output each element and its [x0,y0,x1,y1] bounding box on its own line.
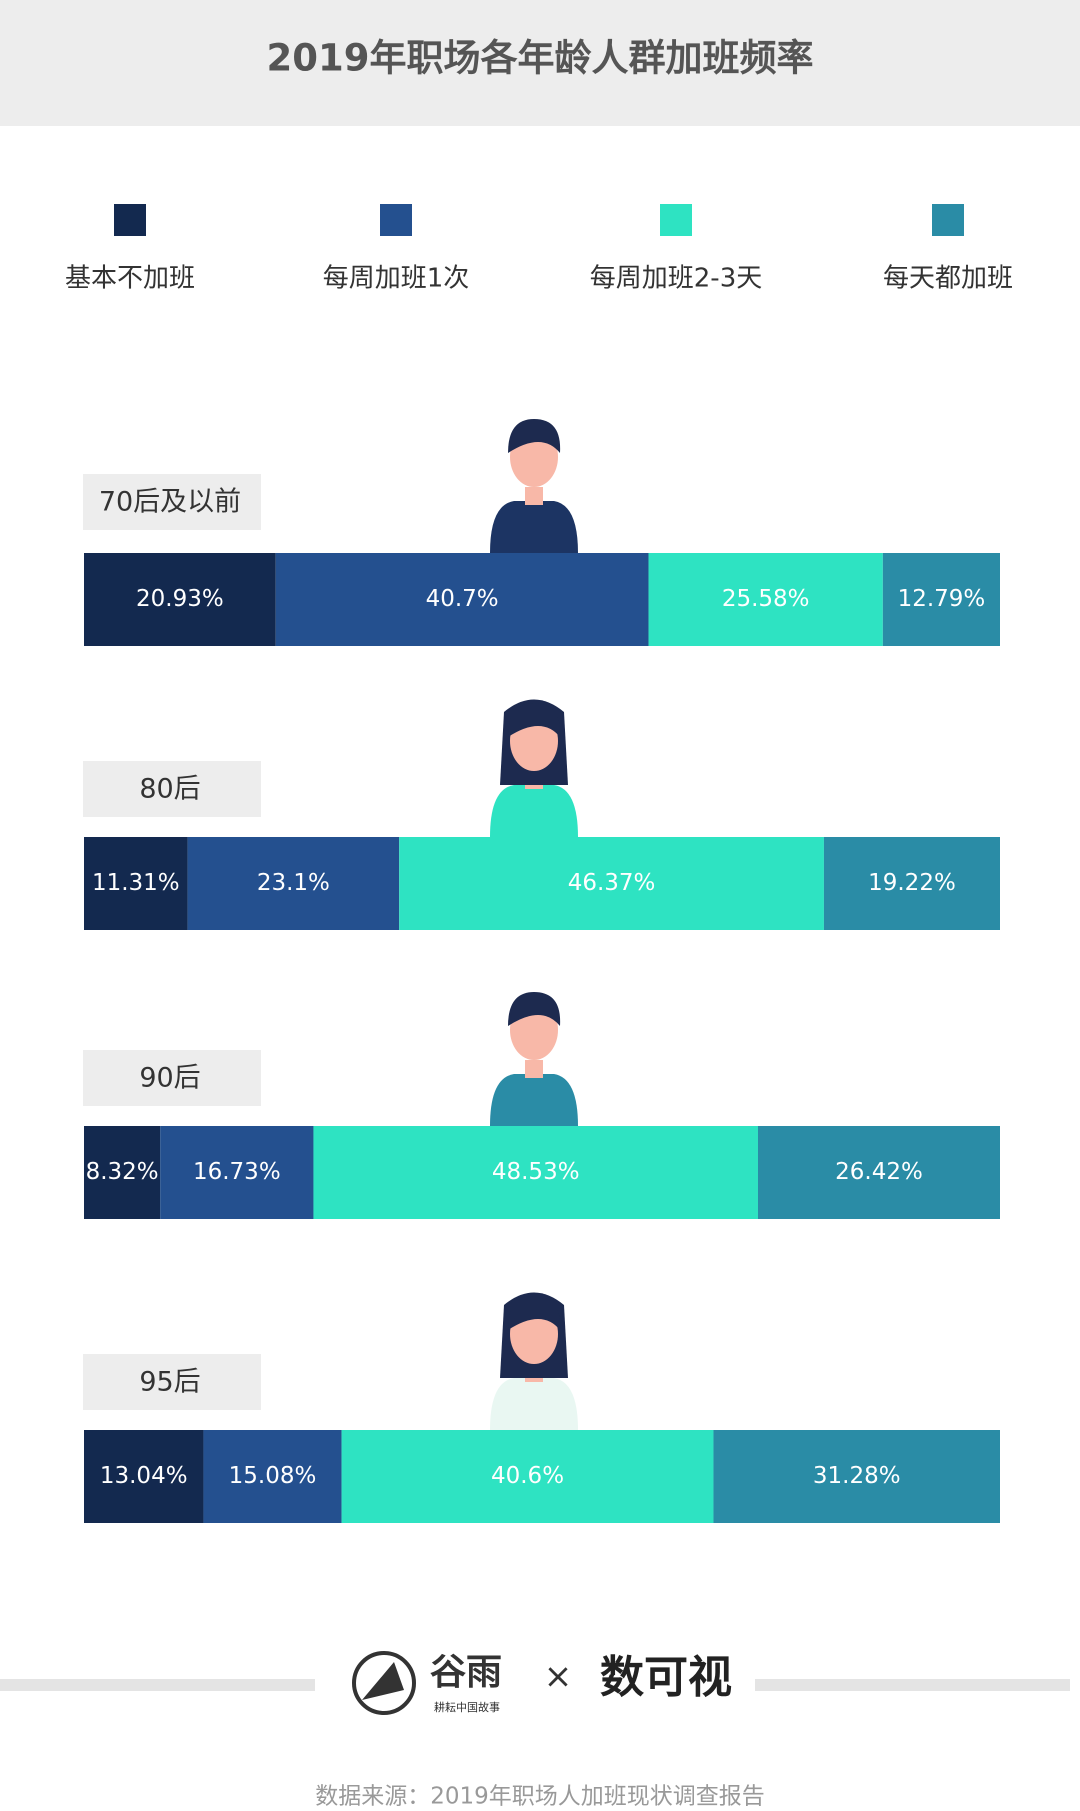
legend-swatch [932,204,964,236]
value-label: 16.73% [193,1159,281,1185]
bar-segment [187,837,400,930]
logo: 谷雨 [430,1652,502,1693]
separator: × [544,1657,573,1697]
legend-swatch [660,204,692,236]
value-label: 11.31% [92,870,180,896]
logo-icon [362,1662,404,1700]
figure-hair [508,419,561,453]
bar-segment [341,1430,714,1523]
bar-segment [713,1430,1000,1523]
category-label: 70后及以前 [99,487,241,518]
bar-segment [84,1126,161,1219]
value-label: 46.37% [568,870,656,896]
bar-segment [882,553,1000,646]
bar-segment [84,553,276,646]
value-label: 26.42% [835,1159,923,1185]
legend-label: 每天都加班 [883,264,1013,294]
bar-segment [399,837,824,930]
value-label: 31.28% [813,1463,901,1489]
bar-segment [823,837,1000,930]
bar-segment [275,553,649,646]
value-label: 13.04% [100,1463,188,1489]
legend-label: 基本不加班 [65,264,195,294]
figure-body [490,1378,578,1430]
bar-segment [203,1430,342,1523]
source: 数据来源：2019年职场人加班现状调查报告 [315,1784,765,1810]
legend-swatch [114,204,146,236]
figure-body [490,785,578,837]
value-label: 12.79% [898,586,986,612]
bar-segment [313,1126,758,1219]
value-label: 19.22% [868,870,956,896]
value-label: 8.32% [86,1159,159,1185]
category-label: 95后 [139,1367,200,1398]
value-label: 40.6% [491,1463,564,1489]
value-label: 40.7% [426,586,499,612]
bar-segment [757,1126,1000,1219]
figure-neck [525,1060,543,1078]
value-label: 20.93% [136,586,224,612]
figure-body [490,501,578,553]
category-label: 80后 [139,774,200,805]
legend-swatch [380,204,412,236]
category-box [83,761,261,817]
bar-segment [648,553,883,646]
figure-hair [508,1296,561,1330]
value-label: 48.53% [492,1159,580,1185]
bar-segment [84,837,188,930]
chart-title: 2019年职场各年龄人群加班频率 [267,37,814,80]
logo: 数可视 [600,1652,732,1703]
bar-segment [160,1126,314,1219]
legend-label: 每周加班2-3天 [590,264,762,294]
title-band [0,0,1080,126]
bar-segment [84,1430,204,1523]
figure-body [490,1074,578,1126]
category-box [83,1050,261,1106]
legend-label: 每周加班1次 [323,264,470,294]
category-label: 90后 [139,1063,200,1094]
tagline: 耕耘中国故事 [434,1700,500,1714]
value-label: 23.1% [257,870,330,896]
logo-icon [352,1651,416,1715]
figure-hair [508,992,561,1026]
value-label: 15.08% [229,1463,317,1489]
category-box [83,474,261,530]
category-box [83,1354,261,1410]
figure-hair [508,703,561,737]
value-label: 25.58% [722,586,810,612]
figure-neck [525,487,543,505]
